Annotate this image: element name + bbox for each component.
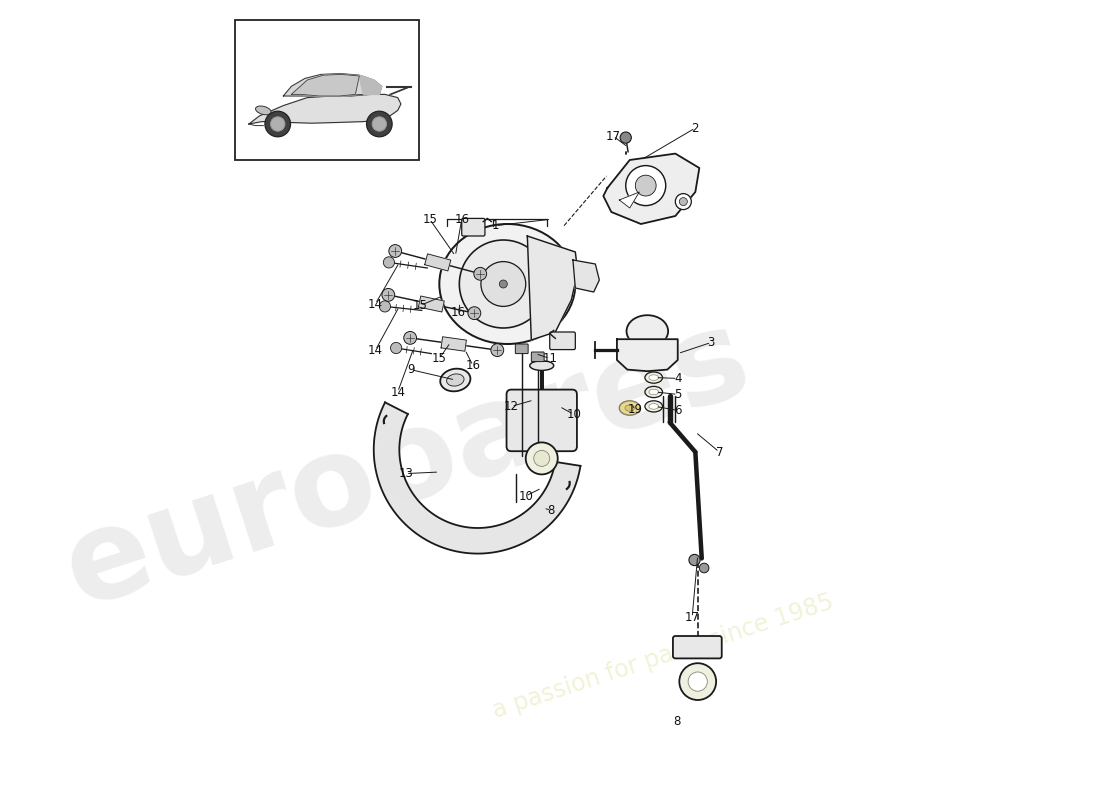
Ellipse shape xyxy=(649,403,659,409)
Polygon shape xyxy=(360,75,382,94)
Text: 14: 14 xyxy=(367,344,383,357)
Text: 17: 17 xyxy=(684,611,700,624)
Text: 11: 11 xyxy=(542,352,558,365)
Circle shape xyxy=(382,289,395,302)
Text: 10: 10 xyxy=(566,408,581,421)
Text: 16: 16 xyxy=(451,306,466,318)
Text: 5: 5 xyxy=(674,388,681,401)
Polygon shape xyxy=(249,94,400,124)
Ellipse shape xyxy=(649,389,659,395)
FancyBboxPatch shape xyxy=(531,352,544,362)
Circle shape xyxy=(379,301,390,312)
Circle shape xyxy=(675,194,691,210)
Text: 14: 14 xyxy=(367,298,383,310)
Circle shape xyxy=(526,442,558,474)
Polygon shape xyxy=(527,236,578,340)
Circle shape xyxy=(404,331,417,344)
Text: 8: 8 xyxy=(548,504,556,517)
Text: 14: 14 xyxy=(390,386,405,398)
Text: 8: 8 xyxy=(673,715,681,728)
Text: 17: 17 xyxy=(605,130,620,142)
Text: 7: 7 xyxy=(716,446,723,458)
Ellipse shape xyxy=(649,374,659,380)
Circle shape xyxy=(372,117,386,131)
Text: a passion for parts since 1985: a passion for parts since 1985 xyxy=(490,590,837,722)
Text: 4: 4 xyxy=(674,372,682,385)
FancyBboxPatch shape xyxy=(462,218,485,236)
Text: 3: 3 xyxy=(707,336,715,349)
Circle shape xyxy=(460,240,548,328)
Circle shape xyxy=(499,280,507,288)
Circle shape xyxy=(271,117,285,131)
Text: 12: 12 xyxy=(504,400,519,413)
Circle shape xyxy=(390,342,402,354)
Circle shape xyxy=(626,166,666,206)
Ellipse shape xyxy=(530,361,553,370)
Ellipse shape xyxy=(645,386,662,398)
Polygon shape xyxy=(292,74,360,96)
Circle shape xyxy=(680,198,688,206)
Circle shape xyxy=(689,554,700,566)
Ellipse shape xyxy=(645,401,662,412)
Circle shape xyxy=(534,450,550,466)
Ellipse shape xyxy=(625,405,635,411)
Circle shape xyxy=(689,672,707,691)
Circle shape xyxy=(366,111,392,137)
Bar xyxy=(235,20,419,160)
Circle shape xyxy=(265,111,290,137)
Polygon shape xyxy=(617,339,678,371)
Text: 9: 9 xyxy=(407,363,415,376)
Circle shape xyxy=(700,563,708,573)
Ellipse shape xyxy=(255,106,271,114)
Polygon shape xyxy=(418,296,444,312)
Text: 1: 1 xyxy=(492,219,499,232)
Text: 15: 15 xyxy=(422,213,437,226)
Text: 15: 15 xyxy=(412,299,428,312)
Ellipse shape xyxy=(619,401,640,415)
Circle shape xyxy=(636,175,656,196)
FancyBboxPatch shape xyxy=(515,344,528,354)
Text: 16: 16 xyxy=(465,359,481,372)
Polygon shape xyxy=(425,254,451,271)
Text: 6: 6 xyxy=(674,404,682,417)
Circle shape xyxy=(474,267,486,280)
Ellipse shape xyxy=(439,224,575,344)
Text: 15: 15 xyxy=(432,352,447,365)
Text: 19: 19 xyxy=(628,403,642,416)
Ellipse shape xyxy=(447,374,464,386)
Polygon shape xyxy=(603,154,700,224)
Polygon shape xyxy=(284,74,382,96)
Ellipse shape xyxy=(645,372,662,383)
Text: 13: 13 xyxy=(398,467,414,480)
Polygon shape xyxy=(619,192,639,208)
Circle shape xyxy=(388,245,401,258)
Circle shape xyxy=(620,132,631,143)
Ellipse shape xyxy=(440,369,471,391)
FancyBboxPatch shape xyxy=(550,332,575,350)
Circle shape xyxy=(383,257,395,268)
Polygon shape xyxy=(374,402,581,554)
Circle shape xyxy=(481,262,526,306)
Text: 10: 10 xyxy=(518,490,534,502)
Polygon shape xyxy=(441,337,466,351)
FancyBboxPatch shape xyxy=(673,636,722,658)
Text: 2: 2 xyxy=(692,122,700,134)
Circle shape xyxy=(680,663,716,700)
Circle shape xyxy=(491,344,504,357)
Ellipse shape xyxy=(627,315,668,347)
Polygon shape xyxy=(573,260,600,292)
Text: 16: 16 xyxy=(454,213,470,226)
Circle shape xyxy=(468,306,481,319)
FancyBboxPatch shape xyxy=(506,390,576,451)
Text: eurooares: eurooares xyxy=(50,297,764,631)
